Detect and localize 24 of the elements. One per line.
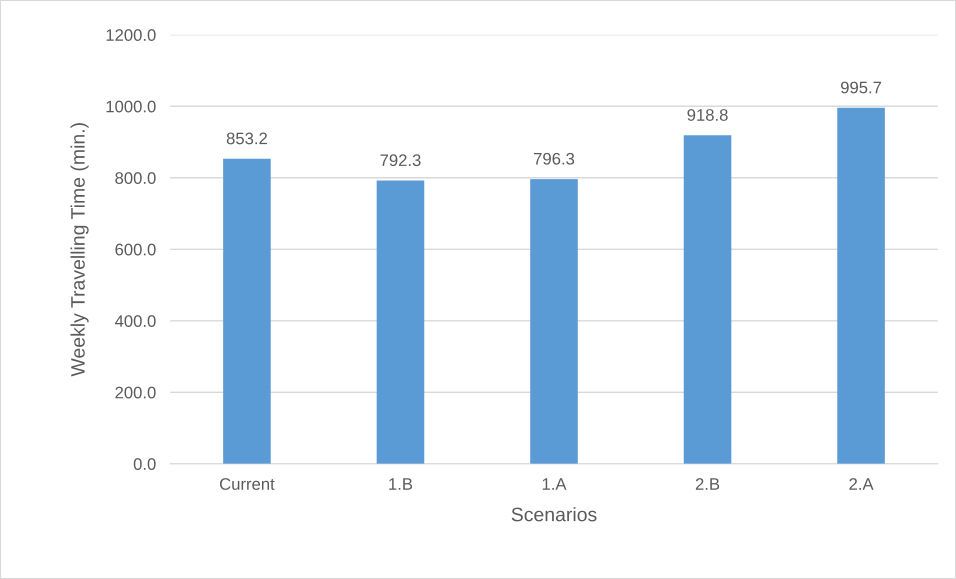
y-tick-label: 400.0	[114, 315, 156, 327]
y-tick-label: 800.0	[115, 172, 156, 184]
x-tick-label: 1.A	[542, 478, 566, 490]
data-label: 853.2	[226, 132, 267, 144]
y-tick-label: 600.0	[115, 244, 156, 256]
y-tick-label: 200.0	[115, 386, 156, 398]
y-tick-label: 1000.0	[106, 100, 156, 112]
data-label: 796.3	[534, 152, 574, 165]
y-tick-label: 0.0	[134, 458, 156, 470]
x-tick-label: 1.B	[389, 478, 412, 490]
y-axis-title: Weekly Travelling Time (min.)	[70, 123, 89, 376]
bar	[684, 135, 732, 464]
x-axis-title: Scenarios	[512, 507, 597, 522]
bar	[837, 108, 885, 464]
x-tick-label: 2.A	[849, 478, 874, 490]
y-tick-label: 1200.0	[106, 29, 156, 41]
x-tick-label: 2.B	[696, 478, 720, 490]
bar	[376, 180, 424, 464]
data-label: 792.3	[380, 154, 421, 166]
x-tick-label: Current	[220, 478, 275, 490]
bar	[530, 179, 578, 464]
data-label: 918.8	[687, 109, 728, 121]
bar	[223, 158, 271, 464]
data-label: 995.7	[841, 82, 882, 94]
